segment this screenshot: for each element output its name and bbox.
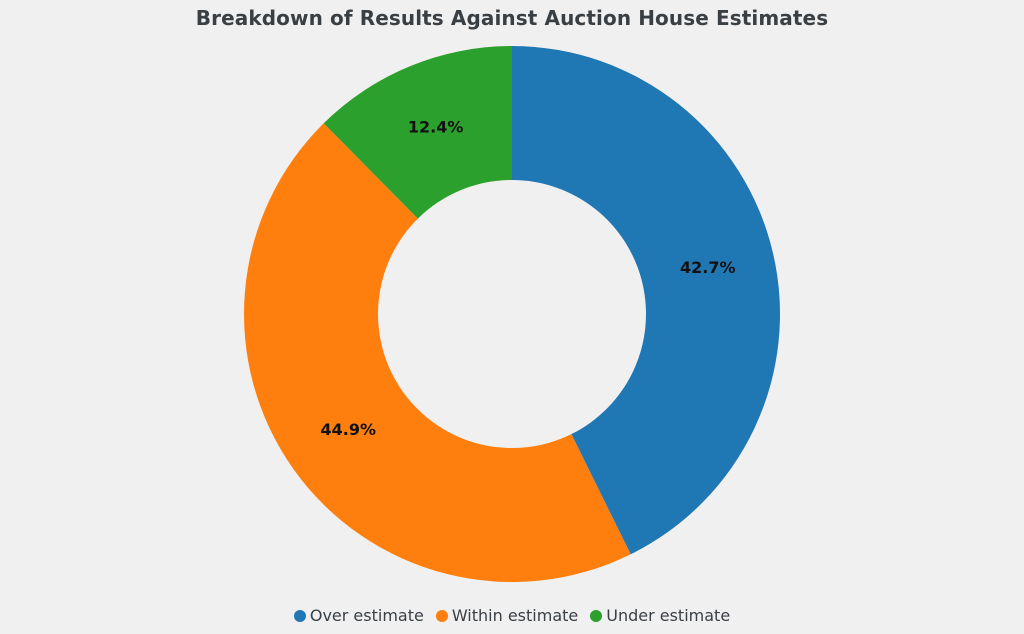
donut-slices — [243, 46, 780, 583]
legend-label: Under estimate — [606, 606, 731, 625]
chart-title: Breakdown of Results Against Auction Hou… — [195, 6, 829, 30]
slice-within-estimate — [243, 123, 631, 583]
legend-item-within-estimate: Within estimate — [435, 606, 579, 625]
slice-under-estimate — [323, 46, 512, 219]
value-label-over-estimate: 42.7% — [680, 258, 736, 277]
slice-over-estimate — [512, 46, 780, 555]
value-label-under-estimate: 12.4% — [408, 118, 464, 137]
legend-swatch — [293, 609, 306, 622]
donut-value-labels: 42.7% 44.9% 12.4% — [321, 118, 736, 440]
legend-item-over-estimate: Over estimate — [293, 606, 424, 625]
chart-legend: Over estimate Within estimate Under estima… — [0, 606, 1024, 625]
legend-swatch — [435, 609, 448, 622]
legend-label: Within estimate — [451, 606, 579, 625]
value-label-within-estimate: 44.9% — [321, 420, 377, 439]
legend-item-under-estimate: Under estimate — [590, 606, 730, 625]
legend-label: Over estimate — [309, 606, 424, 625]
legend-swatch — [590, 609, 603, 622]
